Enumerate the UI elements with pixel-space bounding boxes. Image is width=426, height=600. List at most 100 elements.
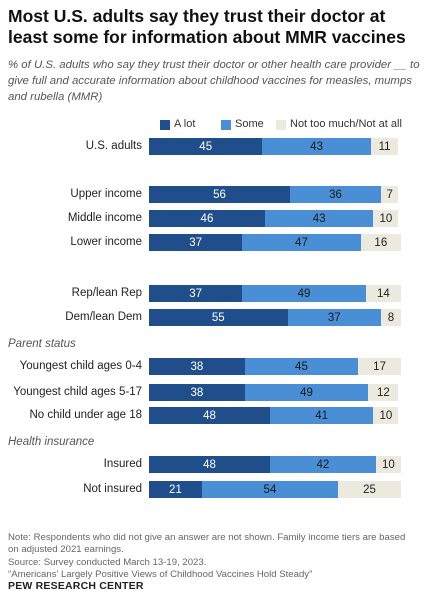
category-label-dem-lean-dem: Dem/lean Dem (65, 311, 142, 323)
bar-row-rep-lean-rep: Rep/lean Rep 37 49 14 (0, 285, 426, 302)
bar-segment-some-no-child-under-age-18: 41 (269, 407, 374, 424)
bar-segment-some-youngest-child-ages-5-17: 49 (244, 384, 369, 401)
legend-label-not-too-much: Not too much/Not at all (290, 118, 402, 130)
bar-segment-some-u-s-adults: 43 (262, 138, 371, 155)
legend-item-some: Some (221, 118, 264, 131)
data-label-a-lot-dem-lean-dem: 55 (211, 311, 225, 324)
data-label-some-rep-lean-rep: 49 (297, 287, 311, 300)
data-label-a-lot-not-insured: 21 (169, 483, 182, 496)
bar-segment-a-lot-upper-income: 56 (149, 186, 291, 203)
bar-segment-a-lot-u-s-adults: 45 (149, 138, 263, 155)
category-label-lower-income: Lower income (70, 236, 142, 248)
bar-segment-some-upper-income: 36 (290, 186, 381, 203)
data-label-some-upper-income: 36 (329, 188, 342, 201)
legend: A lot Some Not too much/Not at all (0, 118, 426, 134)
bar-segment-a-lot-lower-income: 37 (149, 234, 243, 251)
bar-row-lower-income: Lower income 37 47 16 (0, 234, 426, 251)
data-label-a-lot-upper-income: 56 (213, 188, 226, 201)
bar-segment-not-too-much-youngest-child-ages-0-4: 17 (358, 358, 401, 375)
data-label-not-too-much-dem-lean-dem: 8 (387, 311, 395, 324)
legend-swatch-not-too-much (276, 119, 286, 130)
report-title: “Americans’ Largely Positive Views of Ch… (8, 569, 313, 581)
bar-row-middle-income: Middle income 46 43 10 (0, 210, 426, 227)
legend-item-a-lot: A lot (160, 118, 195, 131)
data-label-some-lower-income: 47 (295, 236, 308, 249)
section-label-health-insurance: Health insurance (8, 436, 95, 448)
chart-subtitle: % of U.S. adults who say they trust thei… (8, 59, 420, 103)
legend-swatch-a-lot (160, 119, 170, 130)
bar-row-dem-lean-dem: Dem/lean Dem 55 37 8 (0, 309, 426, 326)
bar-segment-some-rep-lean-rep: 49 (242, 285, 366, 302)
data-label-not-too-much-youngest-child-ages-5-17: 12 (376, 386, 390, 399)
data-label-not-too-much-youngest-child-ages-0-4: 17 (373, 360, 386, 373)
section-label-parent-status: Parent status (8, 338, 76, 350)
data-label-not-too-much-not-insured: 25 (363, 483, 376, 496)
bar-segment-not-too-much-no-child-under-age-18: 10 (373, 407, 399, 424)
bar-segment-a-lot-rep-lean-rep: 37 (149, 285, 243, 302)
category-label-upper-income: Upper income (70, 188, 142, 200)
bar-segment-a-lot-middle-income: 46 (149, 210, 265, 227)
data-label-not-too-much-no-child-under-age-18: 10 (379, 409, 393, 422)
bar-segment-a-lot-insured: 48 (149, 456, 270, 473)
bar-segment-some-youngest-child-ages-0-4: 45 (244, 358, 359, 375)
data-label-a-lot-u-s-adults: 45 (199, 140, 213, 153)
bar-segment-not-too-much-rep-lean-rep: 14 (365, 285, 401, 302)
legend-swatch-some (221, 119, 231, 130)
data-label-some-middle-income: 43 (312, 212, 326, 225)
data-label-some-youngest-child-ages-0-4: 45 (295, 360, 308, 373)
category-label-insured: Insured (103, 458, 142, 470)
legend-label-some: Some (235, 118, 264, 130)
category-label-rep-lean-rep: Rep/lean Rep (71, 287, 142, 299)
data-label-some-dem-lean-dem: 37 (327, 311, 341, 324)
bar-segment-a-lot-not-insured: 21 (149, 481, 202, 498)
bar-row-youngest-child-ages-0-4: Youngest child ages 0-4 38 45 17 (0, 358, 426, 375)
legend-item-not-too-much: Not too much/Not at all (276, 118, 402, 131)
bar-segment-not-too-much-not-insured: 25 (338, 481, 401, 498)
bar-segment-not-too-much-upper-income: 7 (380, 186, 399, 203)
data-label-a-lot-no-child-under-age-18: 48 (203, 409, 216, 422)
category-label-no-child-under-age-18: No child under age 18 (29, 409, 142, 421)
bar-segment-not-too-much-lower-income: 16 (360, 234, 401, 251)
data-label-a-lot-lower-income: 37 (189, 236, 203, 249)
bar-row-not-insured: Not insured 21 54 25 (0, 481, 426, 498)
data-label-not-too-much-rep-lean-rep: 14 (376, 287, 390, 300)
bar-segment-some-middle-income: 43 (264, 210, 374, 227)
bar-row-upper-income: Upper income 56 36 7 (0, 186, 426, 203)
category-label-not-insured: Not insured (83, 483, 142, 495)
source-text: Source: Survey conducted March 13-19, 20… (8, 556, 207, 568)
bar-row-youngest-child-ages-5-17: Youngest child ages 5-17 38 49 12 (0, 384, 426, 401)
category-label-middle-income: Middle income (67, 212, 142, 224)
chart-notes: Note: Respondents who did not give an an… (8, 532, 420, 582)
category-label-youngest-child-ages-5-17: Youngest child ages 5-17 (13, 386, 142, 398)
bar-segment-some-insured: 42 (269, 456, 376, 473)
data-label-not-too-much-u-s-adults: 11 (378, 140, 391, 153)
data-label-not-too-much-upper-income: 7 (386, 188, 393, 201)
bar-segment-not-too-much-middle-income: 10 (373, 210, 399, 227)
bar-segment-not-too-much-dem-lean-dem: 8 (380, 309, 401, 326)
data-label-some-insured: 42 (316, 458, 330, 471)
bar-segment-a-lot-youngest-child-ages-0-4: 38 (149, 358, 245, 375)
data-label-not-too-much-middle-income: 10 (379, 212, 393, 225)
data-label-some-no-child-under-age-18: 41 (315, 409, 328, 422)
note-text-line1: Note: Respondents who did not give an an… (8, 532, 406, 543)
data-label-some-not-insured: 54 (263, 483, 277, 496)
data-label-not-too-much-lower-income: 16 (374, 236, 388, 249)
bar-segment-a-lot-youngest-child-ages-5-17: 38 (149, 384, 245, 401)
bar-segment-a-lot-dem-lean-dem: 55 (149, 309, 288, 326)
bar-row-insured: Insured 48 42 10 (0, 456, 426, 473)
note-text-line2: on adjusted 2021 earnings. (8, 544, 124, 556)
data-label-some-u-s-adults: 43 (310, 140, 323, 153)
data-label-a-lot-rep-lean-rep: 37 (189, 287, 203, 300)
bar-segment-some-not-insured: 54 (201, 481, 338, 498)
bar-segment-a-lot-no-child-under-age-18: 48 (149, 407, 270, 424)
bar-segment-not-too-much-insured: 10 (375, 456, 401, 473)
data-label-a-lot-youngest-child-ages-5-17: 38 (190, 386, 204, 399)
bar-row-u-s-adults: U.S. adults 45 43 11 (0, 138, 426, 155)
bar-row-no-child-under-age-18: No child under age 18 48 41 10 (0, 407, 426, 424)
organization-name: PEW RESEARCH CENTER (8, 580, 144, 592)
data-label-a-lot-middle-income: 46 (200, 212, 214, 225)
bar-segment-not-too-much-u-s-adults: 11 (370, 138, 399, 155)
bar-segment-some-lower-income: 47 (242, 234, 361, 251)
legend-label-a-lot: A lot (174, 118, 196, 130)
data-label-a-lot-insured: 48 (203, 458, 216, 471)
